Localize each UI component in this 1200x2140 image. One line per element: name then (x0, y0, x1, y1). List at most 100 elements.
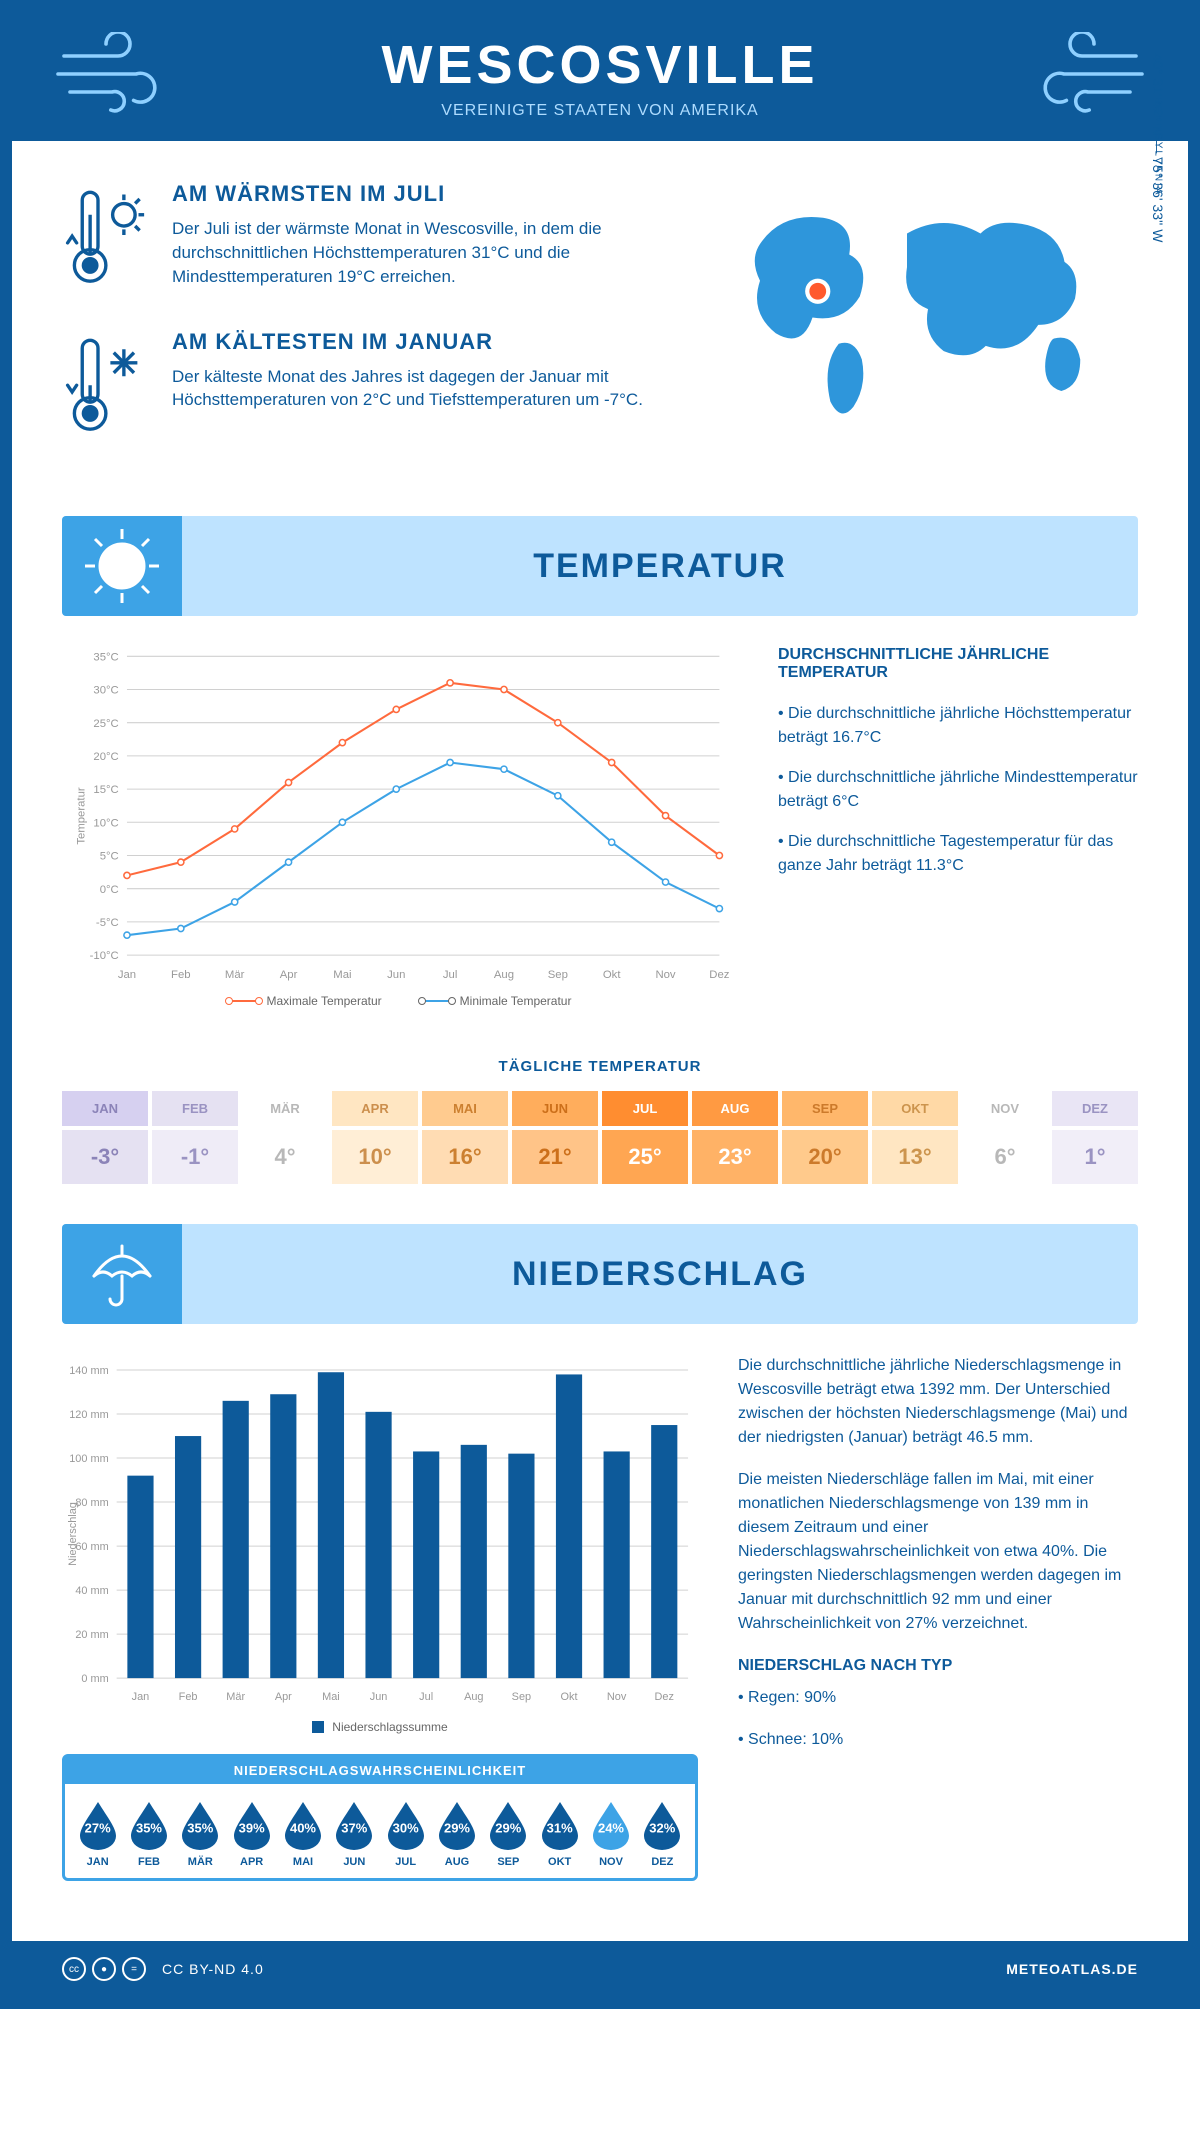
temperature-banner: TEMPERATUR (62, 516, 1138, 616)
coldest-text: Der kälteste Monat des Jahres ist dagege… (172, 365, 678, 413)
license-text: CC BY-ND 4.0 (162, 1961, 264, 1977)
daily-value: 13° (872, 1130, 958, 1184)
daily-month: JUN (512, 1091, 598, 1126)
daily-month: SEP (782, 1091, 868, 1126)
svg-text:Apr: Apr (280, 969, 298, 981)
svg-text:Jul: Jul (419, 1691, 433, 1703)
daily-value: -1° (152, 1130, 238, 1184)
daily-value: 23° (692, 1130, 778, 1184)
prob-cell: 37% JUN (330, 1800, 379, 1868)
thermometer-snow-icon (62, 329, 152, 447)
daily-month: FEB (152, 1091, 238, 1126)
svg-text:Mai: Mai (333, 969, 351, 981)
svg-text:0 mm: 0 mm (81, 1673, 108, 1685)
svg-text:Jan: Jan (132, 1691, 150, 1703)
precip-summary: Die durchschnittliche jährliche Niedersc… (738, 1354, 1138, 1881)
svg-text:20°C: 20°C (93, 751, 118, 763)
svg-text:80 mm: 80 mm (75, 1497, 108, 1509)
prob-cell: 35% MÄR (176, 1800, 225, 1868)
temp-bullet-1: • Die durchschnittliche jährliche Höchst… (778, 702, 1138, 750)
svg-text:Jan: Jan (118, 969, 136, 981)
daily-month: NOV (962, 1091, 1048, 1126)
prob-cell: 27% JAN (73, 1800, 122, 1868)
svg-text:Dez: Dez (709, 969, 729, 981)
daily-value: 20° (782, 1130, 868, 1184)
daily-month: APR (332, 1091, 418, 1126)
footer: cc●= CC BY-ND 4.0 METEOATLAS.DE (12, 1941, 1188, 1997)
daily-value: 1° (1052, 1130, 1138, 1184)
svg-text:25°C: 25°C (93, 718, 118, 730)
prob-box-title: NIEDERSCHLAGSWAHRSCHEINLICHKEIT (65, 1757, 695, 1784)
svg-text:Dez: Dez (655, 1691, 674, 1703)
svg-text:10°C: 10°C (93, 817, 118, 829)
daily-temp-table: JANFEBMÄRAPRMAIJUNJULAUGSEPOKTNOVDEZ-3°-… (62, 1091, 1138, 1184)
daily-value: 6° (962, 1130, 1048, 1184)
temperature-heading: TEMPERATUR (182, 547, 1138, 586)
intro-section: AM WÄRMSTEN IM JULI Der Juli ist der wär… (12, 141, 1188, 516)
svg-text:5°C: 5°C (100, 851, 119, 863)
daily-value: 10° (332, 1130, 418, 1184)
svg-text:Okt: Okt (561, 1691, 578, 1703)
legend-min: Minimale Temperatur (460, 994, 572, 1008)
svg-text:100 mm: 100 mm (69, 1453, 108, 1465)
svg-text:40 mm: 40 mm (75, 1585, 108, 1597)
temperature-line-chart: -10°C-5°C0°C5°C10°C15°C20°C25°C30°C35°CJ… (62, 646, 738, 1008)
temp-bullet-2: • Die durchschnittliche jährliche Mindes… (778, 766, 1138, 814)
svg-text:Niederschlag: Niederschlag (67, 1502, 79, 1566)
svg-text:Feb: Feb (171, 969, 191, 981)
page-title: WESCOSVILLE (172, 34, 1028, 96)
prob-cell: 29% AUG (432, 1800, 481, 1868)
precip-type-1: • Regen: 90% (738, 1686, 1138, 1710)
svg-text:35°C: 35°C (93, 651, 118, 663)
warmest-block: AM WÄRMSTEN IM JULI Der Juli ist der wär… (62, 181, 678, 299)
daily-value: 25° (602, 1130, 688, 1184)
thermometer-sun-icon (62, 181, 152, 299)
precip-type-2: • Schnee: 10% (738, 1728, 1138, 1752)
precip-probability-box: NIEDERSCHLAGSWAHRSCHEINLICHKEIT 27% JAN … (62, 1754, 698, 1881)
svg-text:Aug: Aug (494, 969, 514, 981)
warmest-text: Der Juli ist der wärmste Monat in Wescos… (172, 217, 678, 288)
cc-license-icons: cc●= CC BY-ND 4.0 (62, 1957, 264, 1981)
header: WESCOSVILLE VEREINIGTE STAATEN VON AMERI… (12, 12, 1188, 141)
legend-max: Maximale Temperatur (267, 994, 382, 1008)
precip-legend: Niederschlagssumme (332, 1720, 447, 1734)
precip-p2: Die meisten Niederschläge fallen im Mai,… (738, 1468, 1138, 1636)
world-map: PENNSYLVANIA 40° 31' 42'' N — 75° 36' 33… (718, 181, 1138, 476)
warmest-title: AM WÄRMSTEN IM JULI (172, 181, 678, 207)
site-name: METEOATLAS.DE (1006, 1961, 1138, 1977)
prob-cell: 35% FEB (124, 1800, 173, 1868)
svg-text:Temperatur: Temperatur (76, 787, 88, 845)
umbrella-icon (62, 1224, 182, 1324)
svg-text:Mär: Mär (225, 969, 245, 981)
daily-month: AUG (692, 1091, 778, 1126)
svg-text:Feb: Feb (179, 1691, 198, 1703)
page-frame: WESCOSVILLE VEREINIGTE STAATEN VON AMERI… (0, 0, 1200, 2009)
daily-month: MAI (422, 1091, 508, 1126)
svg-text:Aug: Aug (464, 1691, 483, 1703)
prob-cell: 32% DEZ (638, 1800, 687, 1868)
svg-text:-5°C: -5°C (96, 917, 119, 929)
prob-cell: 24% NOV (586, 1800, 635, 1868)
daily-month: DEZ (1052, 1091, 1138, 1126)
svg-text:Sep: Sep (548, 969, 568, 981)
page-subtitle: VEREINIGTE STAATEN VON AMERIKA (172, 102, 1028, 120)
svg-text:15°C: 15°C (93, 784, 118, 796)
daily-month: JUL (602, 1091, 688, 1126)
daily-value: 16° (422, 1130, 508, 1184)
coldest-block: AM KÄLTESTEN IM JANUAR Der kälteste Mona… (62, 329, 678, 447)
prob-cell: 31% OKT (535, 1800, 584, 1868)
temp-bullet-3: • Die durchschnittliche Tagestemperatur … (778, 830, 1138, 878)
svg-text:Nov: Nov (655, 969, 675, 981)
prob-cell: 29% SEP (484, 1800, 533, 1868)
svg-text:Jun: Jun (387, 969, 405, 981)
daily-month: JAN (62, 1091, 148, 1126)
svg-text:120 mm: 120 mm (69, 1409, 108, 1421)
wind-icon-left (52, 32, 172, 121)
world-map-icon (718, 181, 1138, 433)
precip-type-heading: NIEDERSCHLAG NACH TYP (738, 1654, 1138, 1678)
daily-temp-title: TÄGLICHE TEMPERATUR (12, 1058, 1188, 1075)
prob-cell: 40% MAI (278, 1800, 327, 1868)
coordinates: 40° 31' 42'' N — 75° 36' 33'' W (1150, 53, 1166, 242)
precip-p1: Die durchschnittliche jährliche Niedersc… (738, 1354, 1138, 1450)
svg-text:Sep: Sep (512, 1691, 531, 1703)
